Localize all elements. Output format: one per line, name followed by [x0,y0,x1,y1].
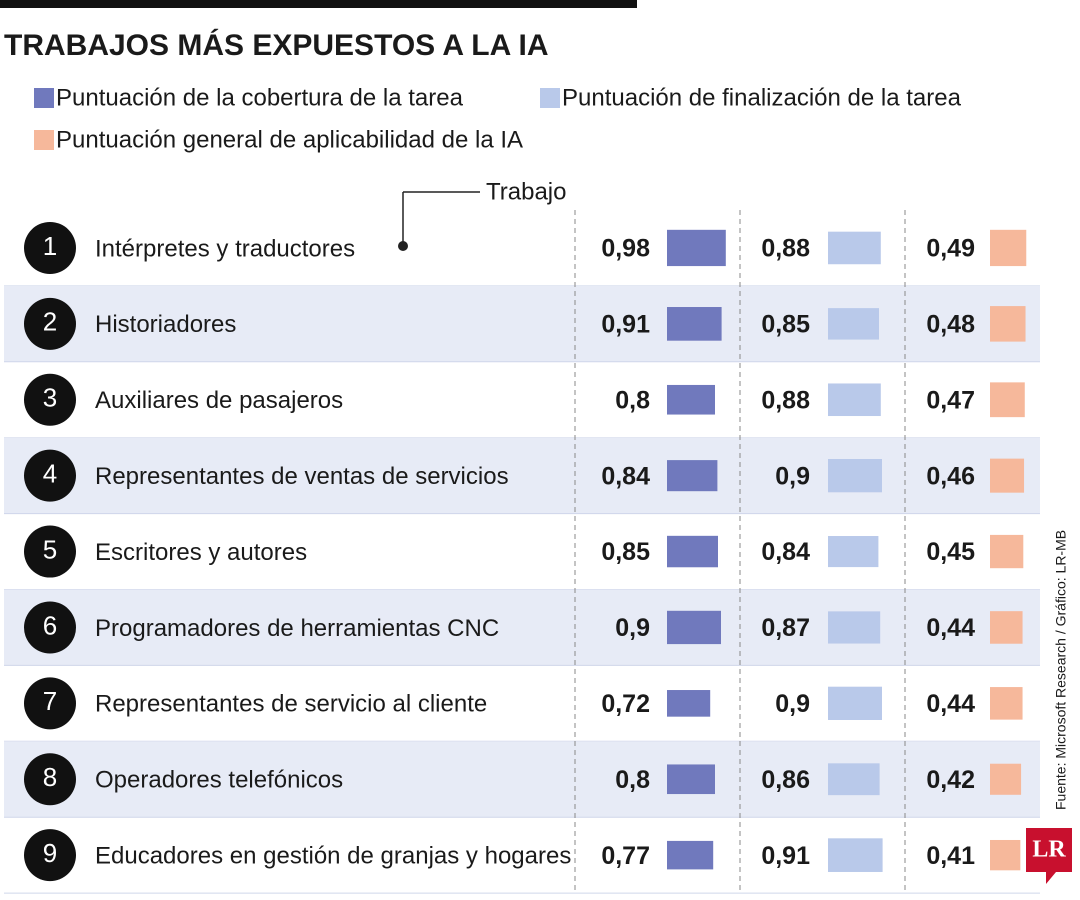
value-label: 0,84 [761,538,810,566]
value-label: 0,85 [761,310,810,338]
value-label: 0,46 [926,462,975,490]
rank: 7 [43,686,57,716]
job-label: Representantes de ventas de servicios [95,463,509,490]
rank: 2 [43,307,57,337]
rank-badge [24,525,76,578]
bar [990,611,1023,644]
logo [1026,828,1072,872]
bar [828,838,883,872]
value-label: 0,48 [926,310,975,338]
rank-badge [24,373,76,426]
bar [990,839,1021,871]
rank-badge [24,297,76,350]
rank: 9 [43,838,57,868]
rank: 3 [43,383,57,413]
bar [667,610,721,645]
bar [667,307,722,341]
rank: 6 [43,610,57,640]
value-label: 0,88 [761,386,810,414]
top-rule [0,0,637,8]
legend-label: Puntuación de finalización de la tarea [562,84,962,111]
value-label: 0,91 [601,310,650,338]
source: Fuente: Microsoft Research / Gráfico: LR… [1053,530,1069,810]
bar [828,686,882,720]
value-label: 0,98 [601,235,650,263]
rank-badge [24,677,76,730]
value-label: 0,86 [761,766,810,794]
job-label: Escritores y autores [95,539,307,566]
job-label: Programadores de herramientas CNC [95,615,499,642]
value-label: 0,9 [775,690,810,718]
bar [990,382,1025,418]
rank: 4 [43,459,57,489]
rank: 1 [43,231,57,261]
value-label: 0,84 [601,462,650,490]
annotation: Trabajo [486,178,566,205]
value-label: 0,8 [615,386,650,414]
legend-swatch [540,88,560,108]
annotation-dot [398,241,408,251]
legend-swatch [34,88,54,108]
chart-title: TRABAJOS MÁS EXPUESTOS A LA IA [4,28,549,62]
bar [667,460,718,492]
value-label: 0,72 [601,690,650,718]
bar [828,763,880,796]
bar [828,383,881,417]
job-label: Historiadores [95,311,236,338]
bar [990,229,1027,267]
value-label: 0,77 [601,842,650,870]
value-label: 0,49 [926,235,975,263]
rank-badge [24,829,76,882]
logo-text: LR [1032,837,1066,863]
value-label: 0,87 [761,614,810,642]
value-label: 0,44 [926,614,975,642]
value-label: 0,9 [615,614,650,642]
rank: 8 [43,762,57,792]
legend-swatch [34,130,54,150]
value-label: 0,9 [775,462,810,490]
bar [990,458,1025,493]
legend-label: Puntuación de la cobertura de la tarea [56,84,464,111]
value-label: 0,47 [926,386,975,414]
job-label: Operadores telefónicos [95,767,343,794]
value-label: 0,8 [615,766,650,794]
rank-badge [24,221,76,274]
logo-tail [1046,872,1056,884]
value-label: 0,41 [926,842,975,870]
job-label: Intérpretes y traductores [95,235,355,262]
bar [990,687,1023,720]
bar [667,764,715,795]
value-label: 0,44 [926,690,975,718]
legend-label: Puntuación general de aplicabilidad de l… [56,126,523,153]
bar [667,229,726,267]
job-label: Auxiliares de pasajeros [95,387,343,414]
bar [828,459,882,493]
value-label: 0,42 [926,766,975,794]
value-label: 0,85 [601,538,650,566]
rank: 5 [43,534,57,564]
bar [990,534,1024,569]
value-label: 0,45 [926,538,975,566]
bar [990,306,1026,342]
rank-badge [24,449,76,502]
bar [990,763,1022,795]
bar [828,308,879,340]
job-label: Representantes de servicio al cliente [95,691,487,718]
bar [828,536,879,568]
bar [667,384,715,415]
value-label: 0,88 [761,235,810,263]
bar [828,231,881,265]
value-label: 0,91 [761,842,810,870]
job-label: Educadores en gestión de granjas y hogar… [95,842,571,869]
bar [667,690,711,717]
bar [667,840,714,870]
rank-badge [24,601,76,654]
bar [828,611,881,644]
rank-badge [24,753,76,806]
bar [667,535,718,568]
